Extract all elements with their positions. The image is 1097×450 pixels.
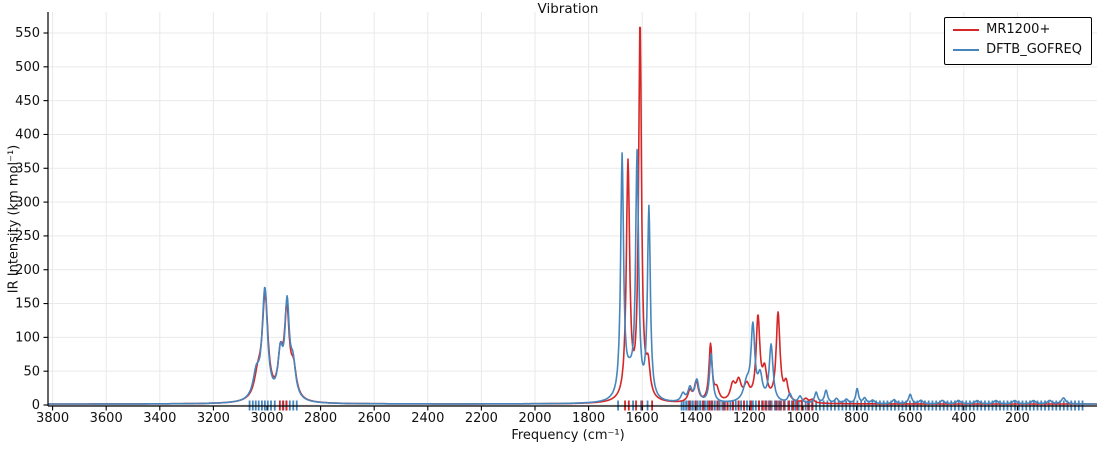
- y-tick-label: 350: [15, 161, 40, 176]
- y-tick-label: 400: [15, 128, 40, 143]
- y-tick-label: 50: [23, 364, 40, 379]
- x-tick-label: 1600: [626, 411, 659, 426]
- legend-entry-dftb-gofreq: DFTB_GOFREQ: [953, 41, 1082, 58]
- tick-labels: 3800 3600 3400 3200 3000 2800 2600 2400 2200 2000…: [15, 26, 1030, 426]
- y-tick-label: 300: [15, 195, 40, 210]
- x-tick-label: 3000: [250, 411, 283, 426]
- x-tick-label: 3800: [36, 411, 69, 426]
- gridlines: [48, 12, 1097, 406]
- x-tick-label: 600: [898, 411, 923, 426]
- x-tick-label: 200: [1005, 411, 1030, 426]
- y-axis-label: IR Intensity (km mol⁻¹): [6, 144, 22, 294]
- spectrum-curves: [47, 26, 1097, 405]
- curve-dftb_gofreq: [47, 148, 1097, 405]
- legend-label-mr1200: MR1200+: [986, 22, 1051, 37]
- x-tick-label: 2400: [411, 411, 444, 426]
- x-tick-label: 3400: [143, 411, 176, 426]
- y-tick-label: 550: [15, 26, 40, 41]
- legend-entry-mr1200: MR1200+: [953, 22, 1082, 38]
- y-tick-label: 150: [15, 297, 40, 312]
- x-tick-label: 800: [844, 411, 869, 426]
- x-tick-label: 1800: [572, 411, 605, 426]
- legend-line-swatch-blue: [953, 49, 980, 52]
- y-tick-label: 250: [15, 229, 40, 244]
- y-tick-label: 450: [15, 94, 40, 109]
- x-tick-label: 3600: [90, 411, 123, 426]
- y-tick-label: 100: [15, 331, 40, 346]
- legend-label-dftb-gofreq: DFTB_GOFREQ: [986, 41, 1082, 57]
- legend: MR1200+ DFTB_GOFREQ: [944, 17, 1092, 65]
- axes: [43, 12, 1097, 411]
- x-tick-label: 1400: [679, 411, 712, 426]
- chart-title: Vibration: [537, 1, 599, 17]
- y-tick-label: 500: [15, 60, 40, 75]
- curve-mr1200+: [47, 26, 1097, 405]
- x-tick-label: 1000: [786, 411, 819, 426]
- x-tick-label: 1200: [733, 411, 766, 426]
- y-tick-label: 200: [15, 263, 40, 278]
- x-tick-label: 2200: [465, 411, 498, 426]
- y-tick-label: 0: [32, 398, 40, 413]
- legend-line-swatch-red: [953, 29, 980, 32]
- x-tick-label: 2800: [304, 411, 337, 426]
- x-axis-label: Frequency (cm⁻¹): [511, 428, 625, 443]
- x-tick-label: 3200: [197, 411, 230, 426]
- x-tick-label: 2600: [358, 411, 391, 426]
- x-tick-label: 400: [951, 411, 976, 426]
- x-tick-label: 2000: [518, 411, 551, 426]
